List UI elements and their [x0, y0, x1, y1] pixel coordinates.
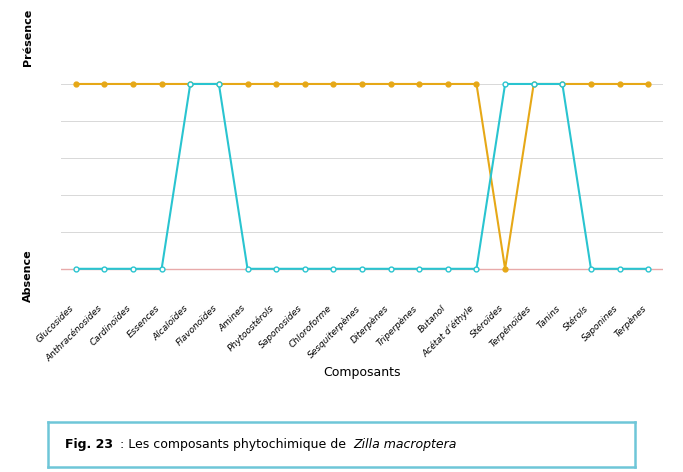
- Text: : Les composants phytochimique de: : Les composants phytochimique de: [116, 438, 350, 451]
- Text: Fig. 23: Fig. 23: [66, 438, 113, 451]
- Text: Absence: Absence: [23, 249, 33, 302]
- X-axis label: Composants: Composants: [323, 366, 401, 379]
- Text: Zilla macroptera: Zilla macroptera: [353, 438, 457, 451]
- Text: Présence: Présence: [23, 9, 33, 67]
